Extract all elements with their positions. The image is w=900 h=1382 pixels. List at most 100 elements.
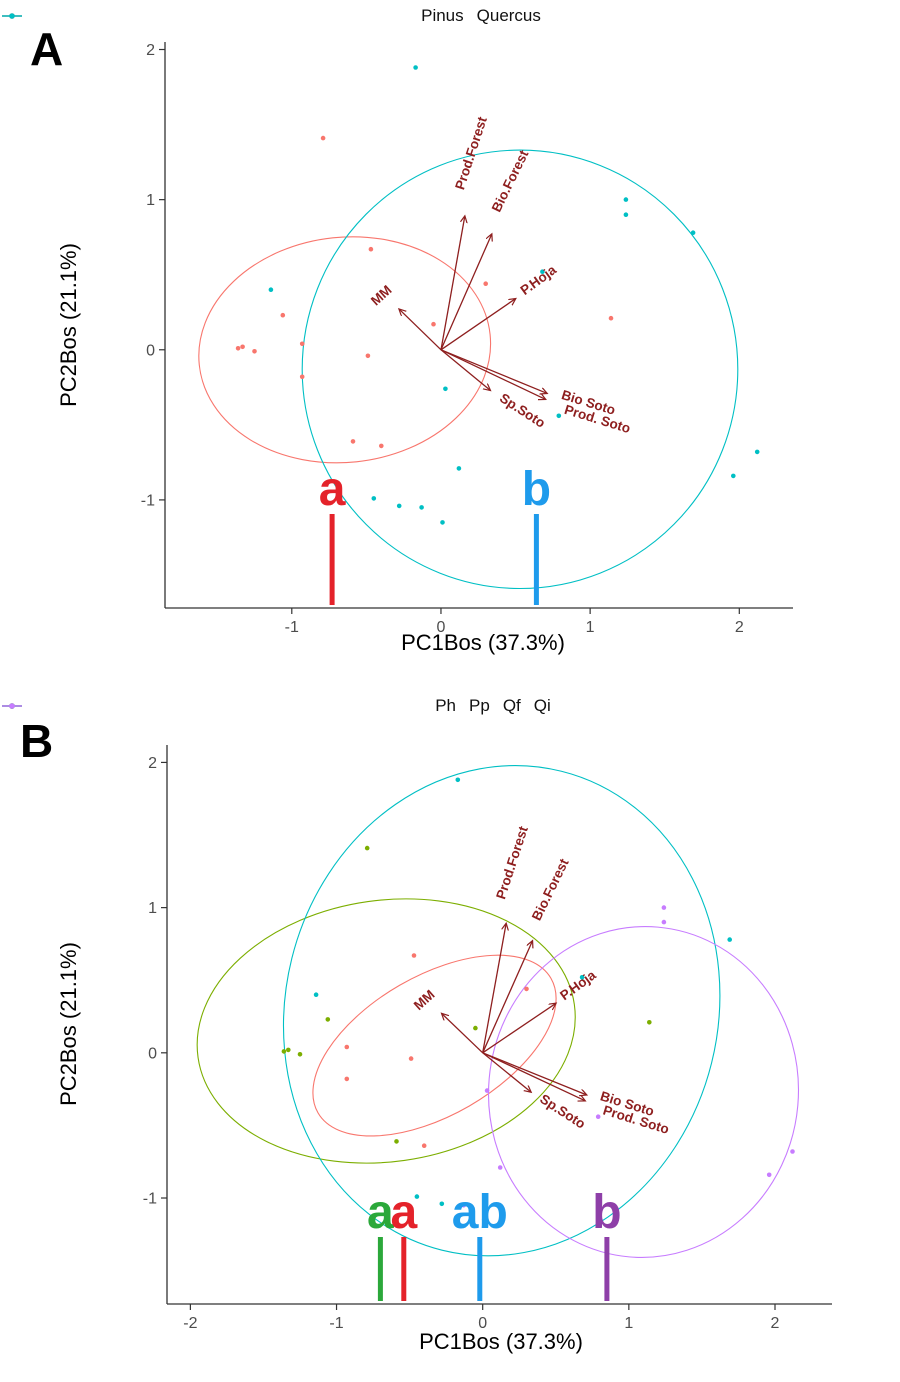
- data-point-Qi: [790, 1149, 795, 1154]
- x-tick-label: 0: [478, 1315, 487, 1332]
- x-tick-label: 2: [771, 1315, 780, 1332]
- panel-a-x-axis-title: PC1Bos (37.3%): [401, 630, 565, 655]
- loading-arrow-MM: [442, 1014, 484, 1054]
- x-tick-label: 1: [624, 1315, 633, 1332]
- group-letter-a: a: [390, 1186, 417, 1239]
- legend-label-Pinus: Pinus: [421, 6, 464, 25]
- legend-label-Qi: Qi: [533, 696, 551, 715]
- loading-arrow-Prod.Forest: [482, 924, 506, 1053]
- loading-arrow-MM: [399, 309, 442, 351]
- group-letter-b: b: [592, 1186, 621, 1239]
- data-point-Ph: [411, 953, 417, 958]
- data-point-Pinus: [379, 443, 384, 449]
- data-point-Pp: [286, 1047, 291, 1053]
- loading-label-MM: MM: [411, 987, 438, 1013]
- data-point-Pinus: [240, 344, 245, 350]
- data-point-Qf: [727, 937, 732, 942]
- legend-key-icon: [2, 703, 22, 709]
- loading-arrow-Prod.Forest: [440, 216, 465, 350]
- y-tick-label: -1: [141, 492, 155, 509]
- loading-label-MM: MM: [368, 282, 395, 308]
- data-point-Quercus: [754, 449, 760, 455]
- loading-arrow-Prod. Soto: [482, 1052, 585, 1101]
- data-point-Qi: [484, 1088, 490, 1093]
- data-point-Pp: [281, 1049, 287, 1054]
- x-tick-label: -1: [285, 619, 299, 636]
- data-point-Pp: [473, 1025, 478, 1031]
- x-tick-label: 1: [586, 619, 595, 636]
- data-point-Qf: [579, 975, 585, 980]
- data-point-Qi: [497, 1165, 503, 1170]
- panel-a-label: A: [30, 23, 64, 75]
- group-letter-a: a: [367, 1186, 394, 1239]
- data-point-Pinus: [235, 346, 241, 351]
- y-tick-label: 0: [148, 1045, 157, 1062]
- legend-key-dot: [9, 703, 15, 709]
- legend-item-Qi: Qi: [2, 696, 551, 716]
- panel-a-legend: Pinus Quercus: [0, 6, 900, 26]
- data-point-Quercus: [396, 503, 402, 509]
- data-point-Pinus: [350, 439, 356, 444]
- data-point-Quercus: [623, 197, 629, 202]
- data-point-Quercus: [443, 386, 448, 392]
- legend-label-Pp: Pp: [469, 696, 490, 715]
- y-tick-label: 2: [146, 42, 155, 59]
- data-point-Pinus: [365, 353, 371, 359]
- data-point-Quercus: [731, 473, 736, 479]
- data-point-Quercus: [440, 520, 445, 525]
- confidence-ellipse-Pinus: [198, 236, 492, 464]
- loading-arrow-P.Hoja: [482, 1003, 556, 1054]
- panel-a-y-axis-title: PC2Bos (21.1%): [56, 243, 81, 407]
- data-point-Pinus: [299, 374, 305, 380]
- confidence-ellipse-Qi: [487, 926, 800, 1258]
- data-point-Qi: [766, 1172, 772, 1178]
- loading-label-Prod.Forest: Prod.Forest: [493, 824, 531, 901]
- data-point-Quercus: [540, 269, 545, 275]
- data-point-Pp: [394, 1139, 399, 1144]
- data-point-Ph: [408, 1056, 414, 1061]
- data-point-Qf: [414, 1194, 420, 1199]
- data-point-Quercus: [268, 287, 274, 293]
- loading-arrow-Sp.Soto: [482, 1052, 531, 1092]
- data-point-Pp: [647, 1020, 652, 1025]
- y-tick-label: 0: [146, 342, 155, 359]
- data-point-Pinus: [608, 315, 614, 321]
- loading-label-Bio.Forest: Bio.Forest: [489, 147, 532, 214]
- data-point-Qf: [313, 992, 319, 997]
- data-point-Pinus: [320, 135, 326, 141]
- data-point-Qf: [455, 777, 461, 783]
- confidence-ellipse-Ph: [312, 954, 557, 1137]
- panel-b-label: B: [20, 715, 54, 767]
- data-point-Pinus: [368, 246, 374, 252]
- panel-b-legend: Ph Pp Qf Qi: [0, 696, 900, 716]
- loading-arrow-Bio Soto: [482, 1052, 587, 1095]
- y-tick-label: 2: [148, 755, 157, 772]
- panel-a-plot: -1 0 1 2210-1Prod.ForestBio.ForestP.HojaMMS…: [56, 42, 793, 655]
- legend-key-dot: [9, 13, 15, 19]
- loading-arrow-Prod. Soto: [440, 349, 545, 400]
- group-letter-ab: ab: [452, 1186, 508, 1239]
- data-point-Pinus: [431, 321, 436, 327]
- data-point-Pp: [297, 1052, 303, 1057]
- loading-arrow-Bio Soto: [440, 349, 547, 394]
- panel-b-plot: -2 -1 0 1 2210-1Prod.ForestBio.ForestP.HojaM…: [56, 745, 832, 1354]
- data-point-Pinus: [280, 312, 286, 318]
- group-letter-b: b: [522, 463, 551, 516]
- loading-arrow-Bio.Forest: [440, 234, 492, 351]
- x-tick-label: -1: [329, 1315, 343, 1332]
- y-tick-label: 1: [148, 900, 157, 917]
- y-tick-label: 1: [146, 192, 155, 209]
- data-point-Pp: [364, 845, 370, 851]
- legend-label-Quercus: Quercus: [476, 6, 541, 25]
- loading-label-Sp.Soto: Sp.Soto: [537, 1091, 588, 1131]
- group-letter-a: a: [319, 463, 346, 516]
- data-point-Qi: [461, 1203, 467, 1208]
- panel-b-y-axis-title: PC2Bos (21.1%): [56, 942, 81, 1106]
- loading-arrow-P.Hoja: [440, 299, 516, 351]
- data-point-Qf: [439, 1201, 445, 1207]
- data-point-Quercus: [456, 466, 462, 471]
- y-tick-label: -1: [143, 1191, 157, 1208]
- data-point-Qi: [661, 905, 667, 910]
- data-point-Pinus: [252, 349, 257, 354]
- data-point-Quercus: [419, 505, 424, 510]
